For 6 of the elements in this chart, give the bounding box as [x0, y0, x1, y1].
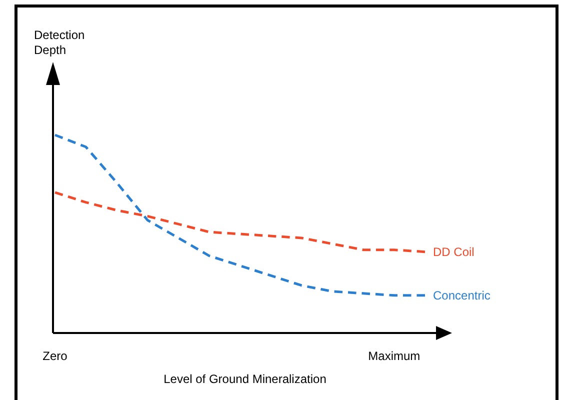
x-tick-label: Maximum	[368, 349, 420, 363]
x-axis-title: Level of Ground Mineralization	[164, 372, 326, 386]
series-label: Concentric	[433, 288, 490, 302]
text: Detection Depth	[34, 28, 85, 57]
x-tick-label: Zero	[42, 349, 68, 363]
series-label: DD Coil	[433, 244, 474, 259]
